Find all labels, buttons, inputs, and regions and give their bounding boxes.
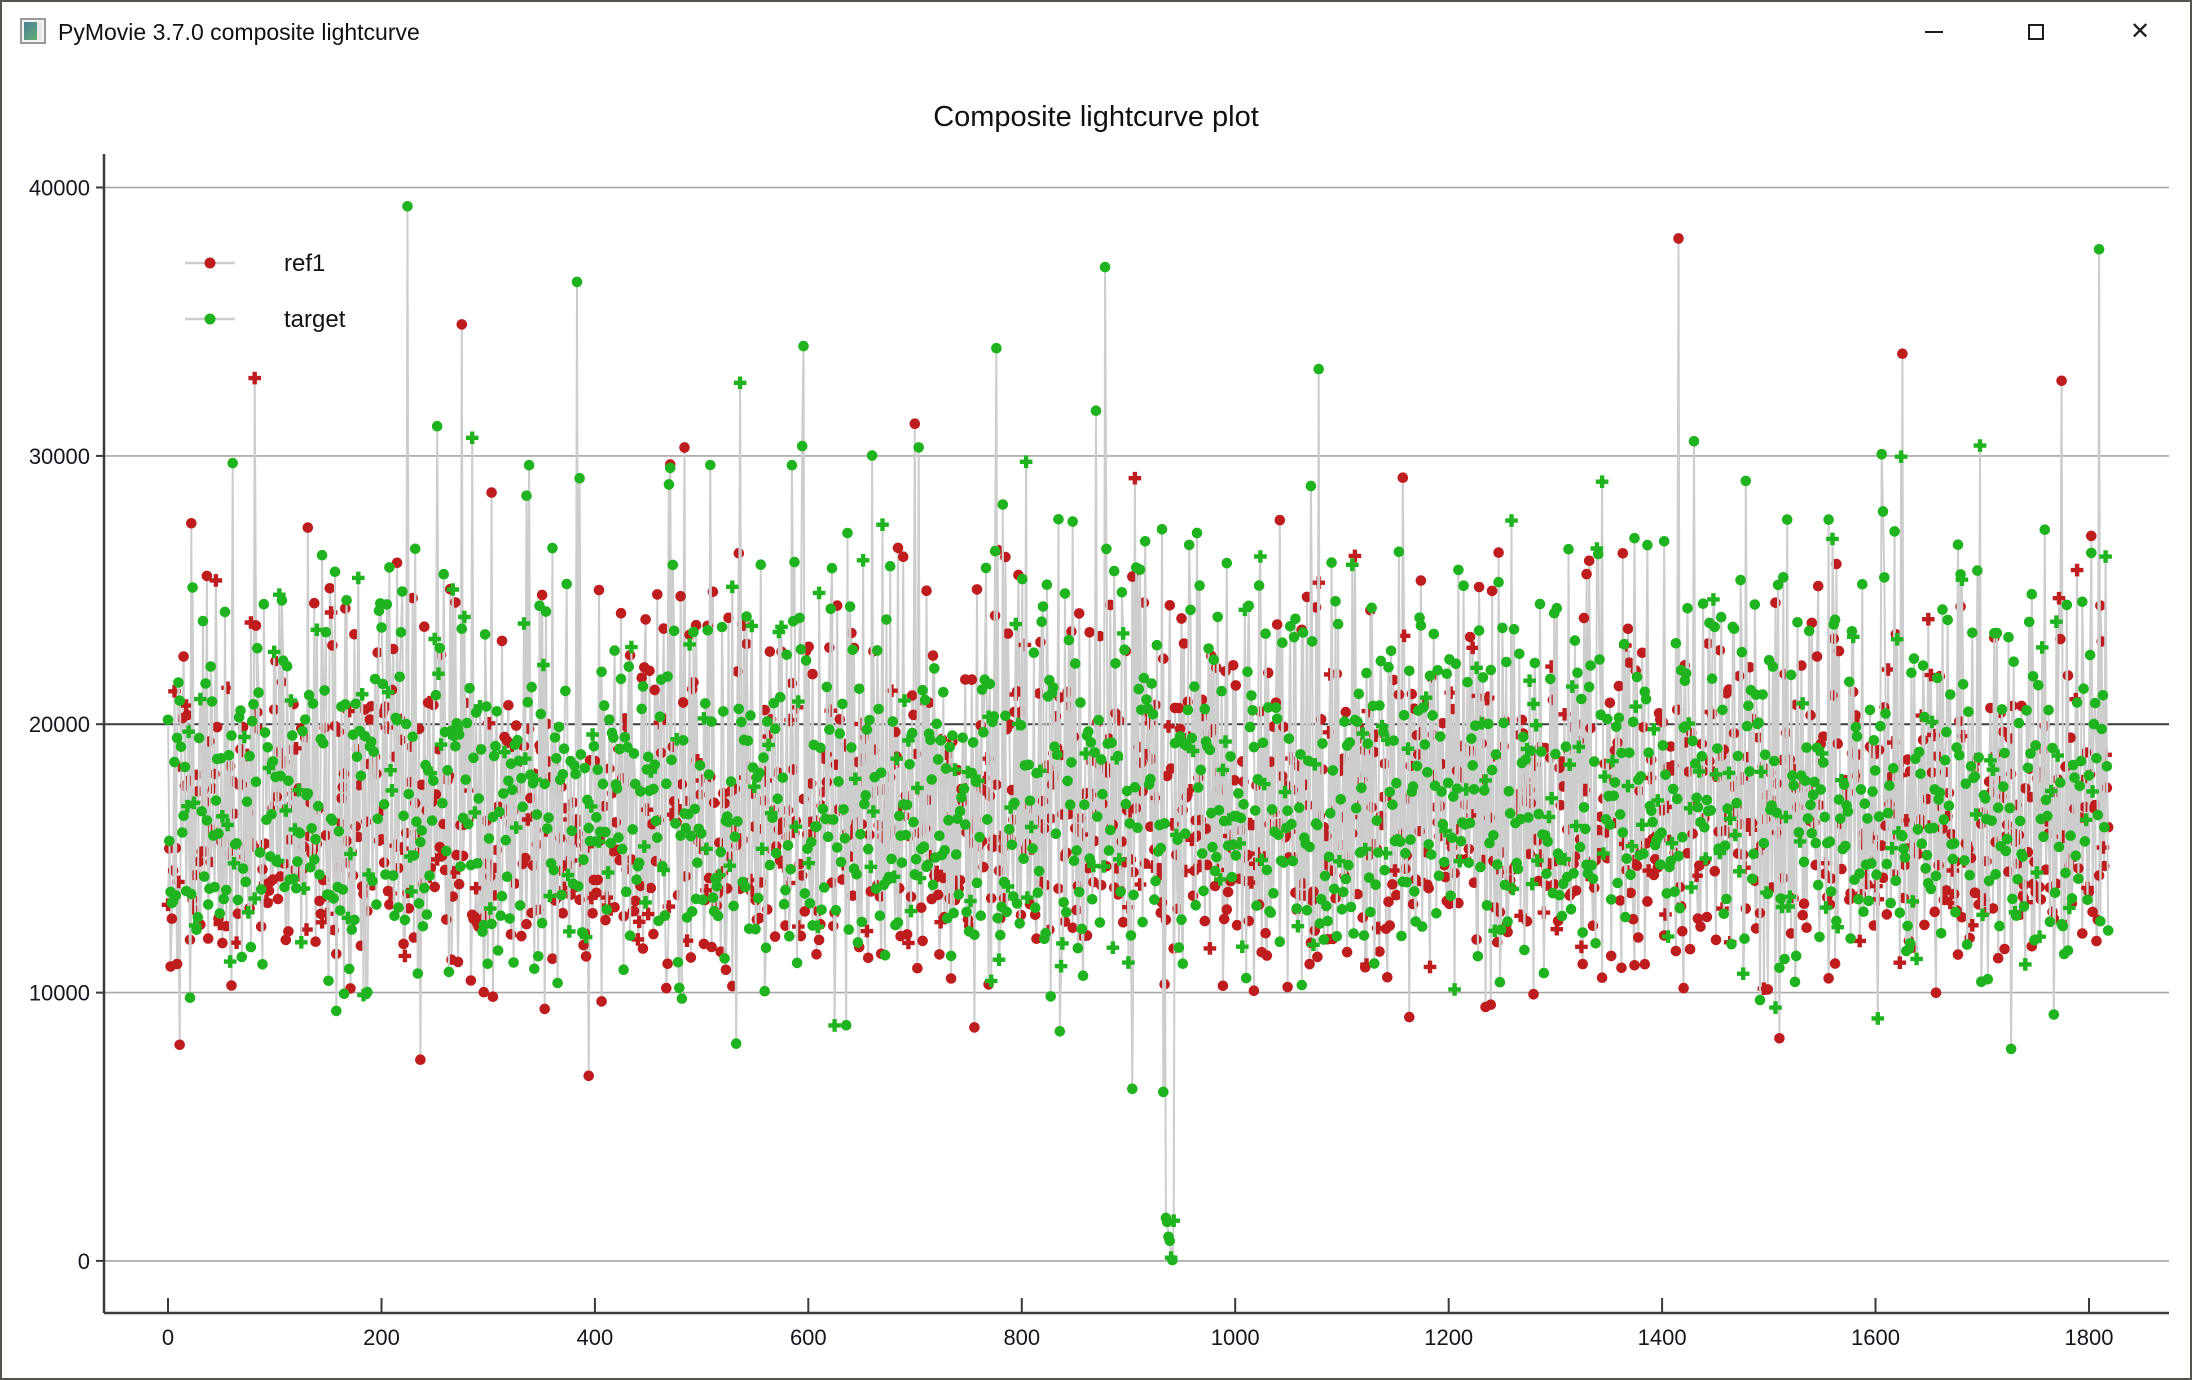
- app-icon-pane2: [37, 22, 42, 40]
- title-bar[interactable]: PyMovie 3.7.0 composite lightcurve ✕: [2, 2, 2190, 64]
- close-button[interactable]: ✕: [2116, 8, 2164, 56]
- x-tick-label-600: 600: [790, 1325, 827, 1350]
- app-icon: [20, 18, 46, 44]
- legend-label-target[interactable]: target: [284, 306, 346, 333]
- x-tick-label-0: 0: [162, 1325, 174, 1350]
- series-plus-markers-target: [181, 376, 2112, 1264]
- maximize-icon: [2028, 24, 2044, 40]
- x-tick-label-400: 400: [577, 1325, 614, 1350]
- legend-marker-ref1: [204, 257, 216, 269]
- x-tick-label-800: 800: [1003, 1325, 1040, 1350]
- x-tick-label-1200: 1200: [1424, 1325, 1473, 1350]
- y-tick-label-40000: 40000: [29, 176, 90, 201]
- x-tick-label-1600: 1600: [1851, 1325, 1900, 1350]
- x-tick-label-1000: 1000: [1211, 1325, 1260, 1350]
- close-icon: ✕: [2129, 18, 2151, 45]
- x-tick-label-200: 200: [363, 1325, 400, 1350]
- maximize-button[interactable]: [2012, 8, 2060, 56]
- x-tick-label-1400: 1400: [1638, 1325, 1687, 1350]
- window-title: PyMovie 3.7.0 composite lightcurve: [58, 19, 420, 45]
- legend-label-ref1[interactable]: ref1: [284, 250, 325, 277]
- y-tick-label-30000: 30000: [29, 444, 90, 469]
- minimize-button[interactable]: [1910, 8, 1958, 56]
- y-tick-label-20000: 20000: [29, 712, 90, 737]
- chart-title: Composite lightcurve plot: [933, 101, 1259, 133]
- minimize-icon: [1925, 31, 1943, 33]
- x-tick-label-1800: 1800: [2065, 1325, 2114, 1350]
- y-tick-label-0: 0: [78, 1249, 90, 1274]
- legend-marker-target: [204, 313, 216, 325]
- series-markers-target: [162, 201, 2114, 1266]
- app-icon-pane: [24, 22, 37, 40]
- y-tick-label-10000: 10000: [29, 981, 90, 1006]
